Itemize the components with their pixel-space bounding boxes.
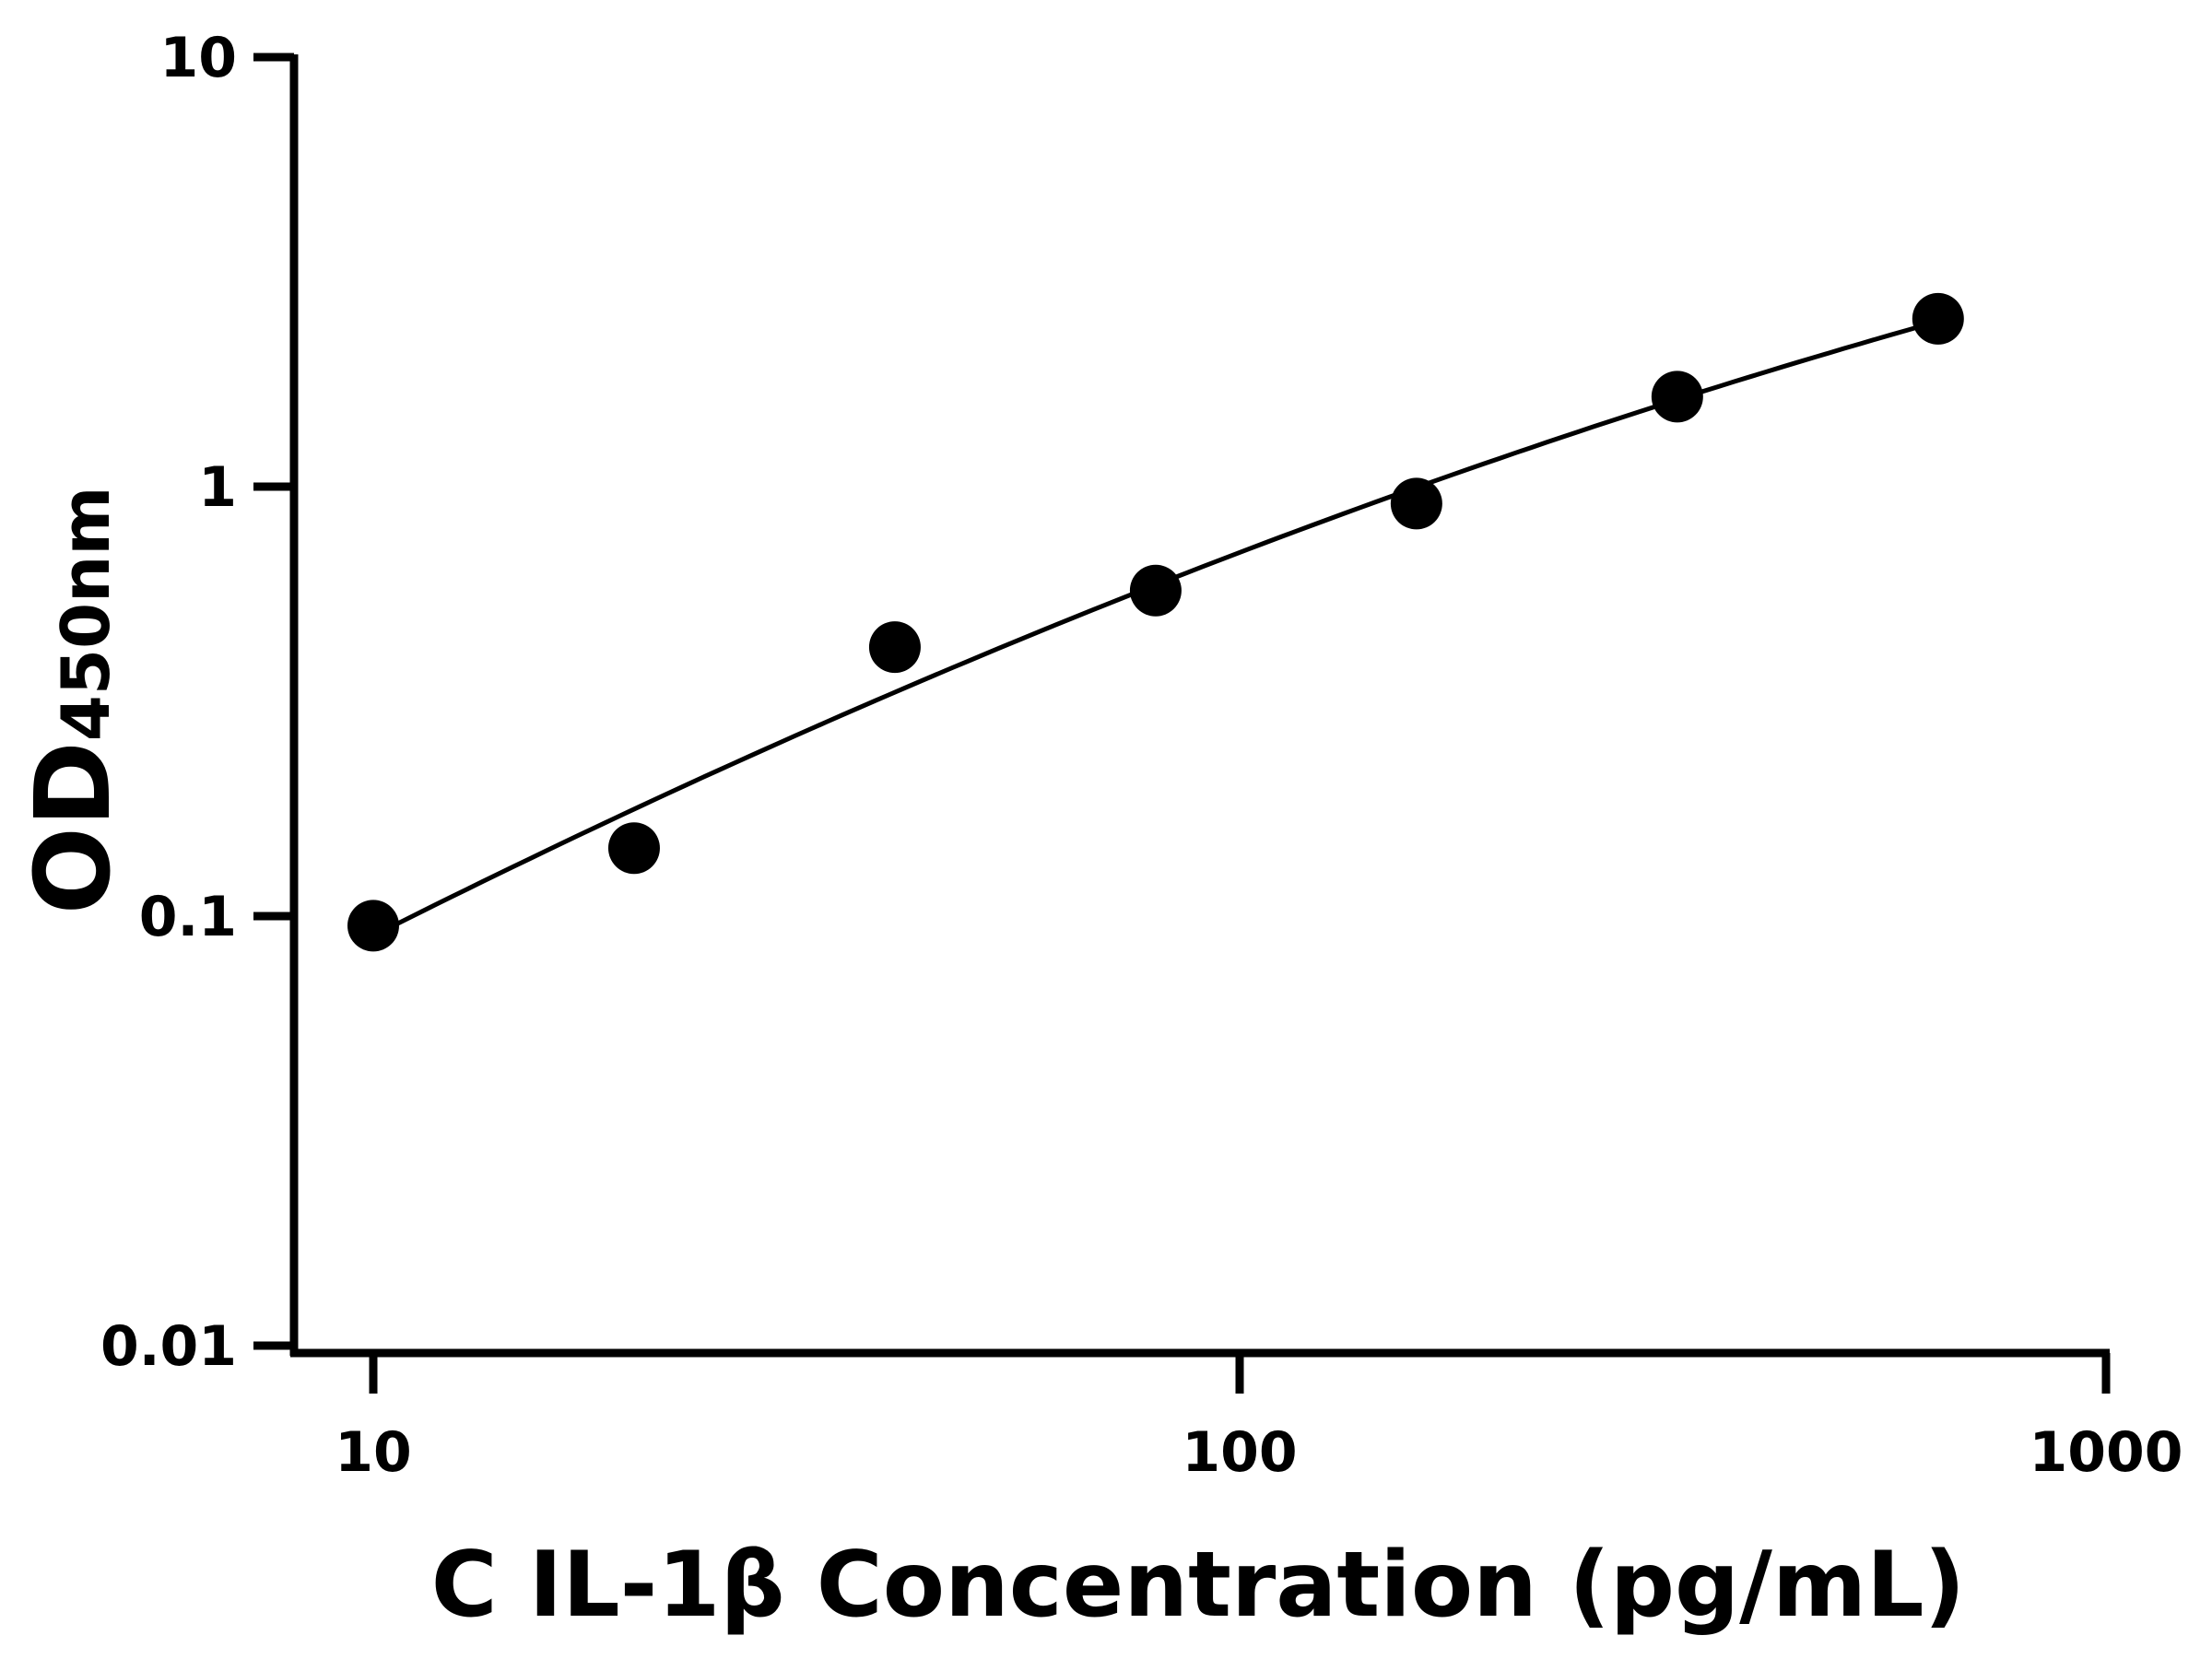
data-point bbox=[868, 621, 921, 674]
y-tick-label: 0.01 bbox=[100, 1314, 237, 1379]
y-axis-title: OD450nm bbox=[14, 487, 134, 915]
data-point bbox=[1390, 477, 1442, 530]
y-axis-title-subscript: 450nm bbox=[47, 487, 124, 742]
x-tick-label: 100 bbox=[1182, 1420, 1297, 1485]
data-point bbox=[1651, 371, 1703, 423]
fit-curve bbox=[371, 319, 1939, 938]
data-point bbox=[607, 822, 660, 875]
y-tick-label: 0.1 bbox=[139, 885, 237, 949]
x-tick-label: 10 bbox=[335, 1420, 412, 1485]
y-tick-label: 10 bbox=[160, 26, 238, 90]
x-axis-title: C IL-1β Concentration (pg/mL) bbox=[431, 1533, 1966, 1638]
data-point bbox=[1912, 292, 1964, 345]
data-points bbox=[347, 292, 1964, 952]
data-point bbox=[1129, 564, 1182, 617]
data-point bbox=[347, 900, 399, 952]
y-tick-label: 1 bbox=[198, 455, 237, 520]
x-tick-label: 1000 bbox=[2030, 1420, 2183, 1485]
y-axis-title-main: OD bbox=[14, 741, 134, 914]
axes: 0.01 0.1 1 10 10 100 1000 bbox=[100, 26, 2183, 1485]
